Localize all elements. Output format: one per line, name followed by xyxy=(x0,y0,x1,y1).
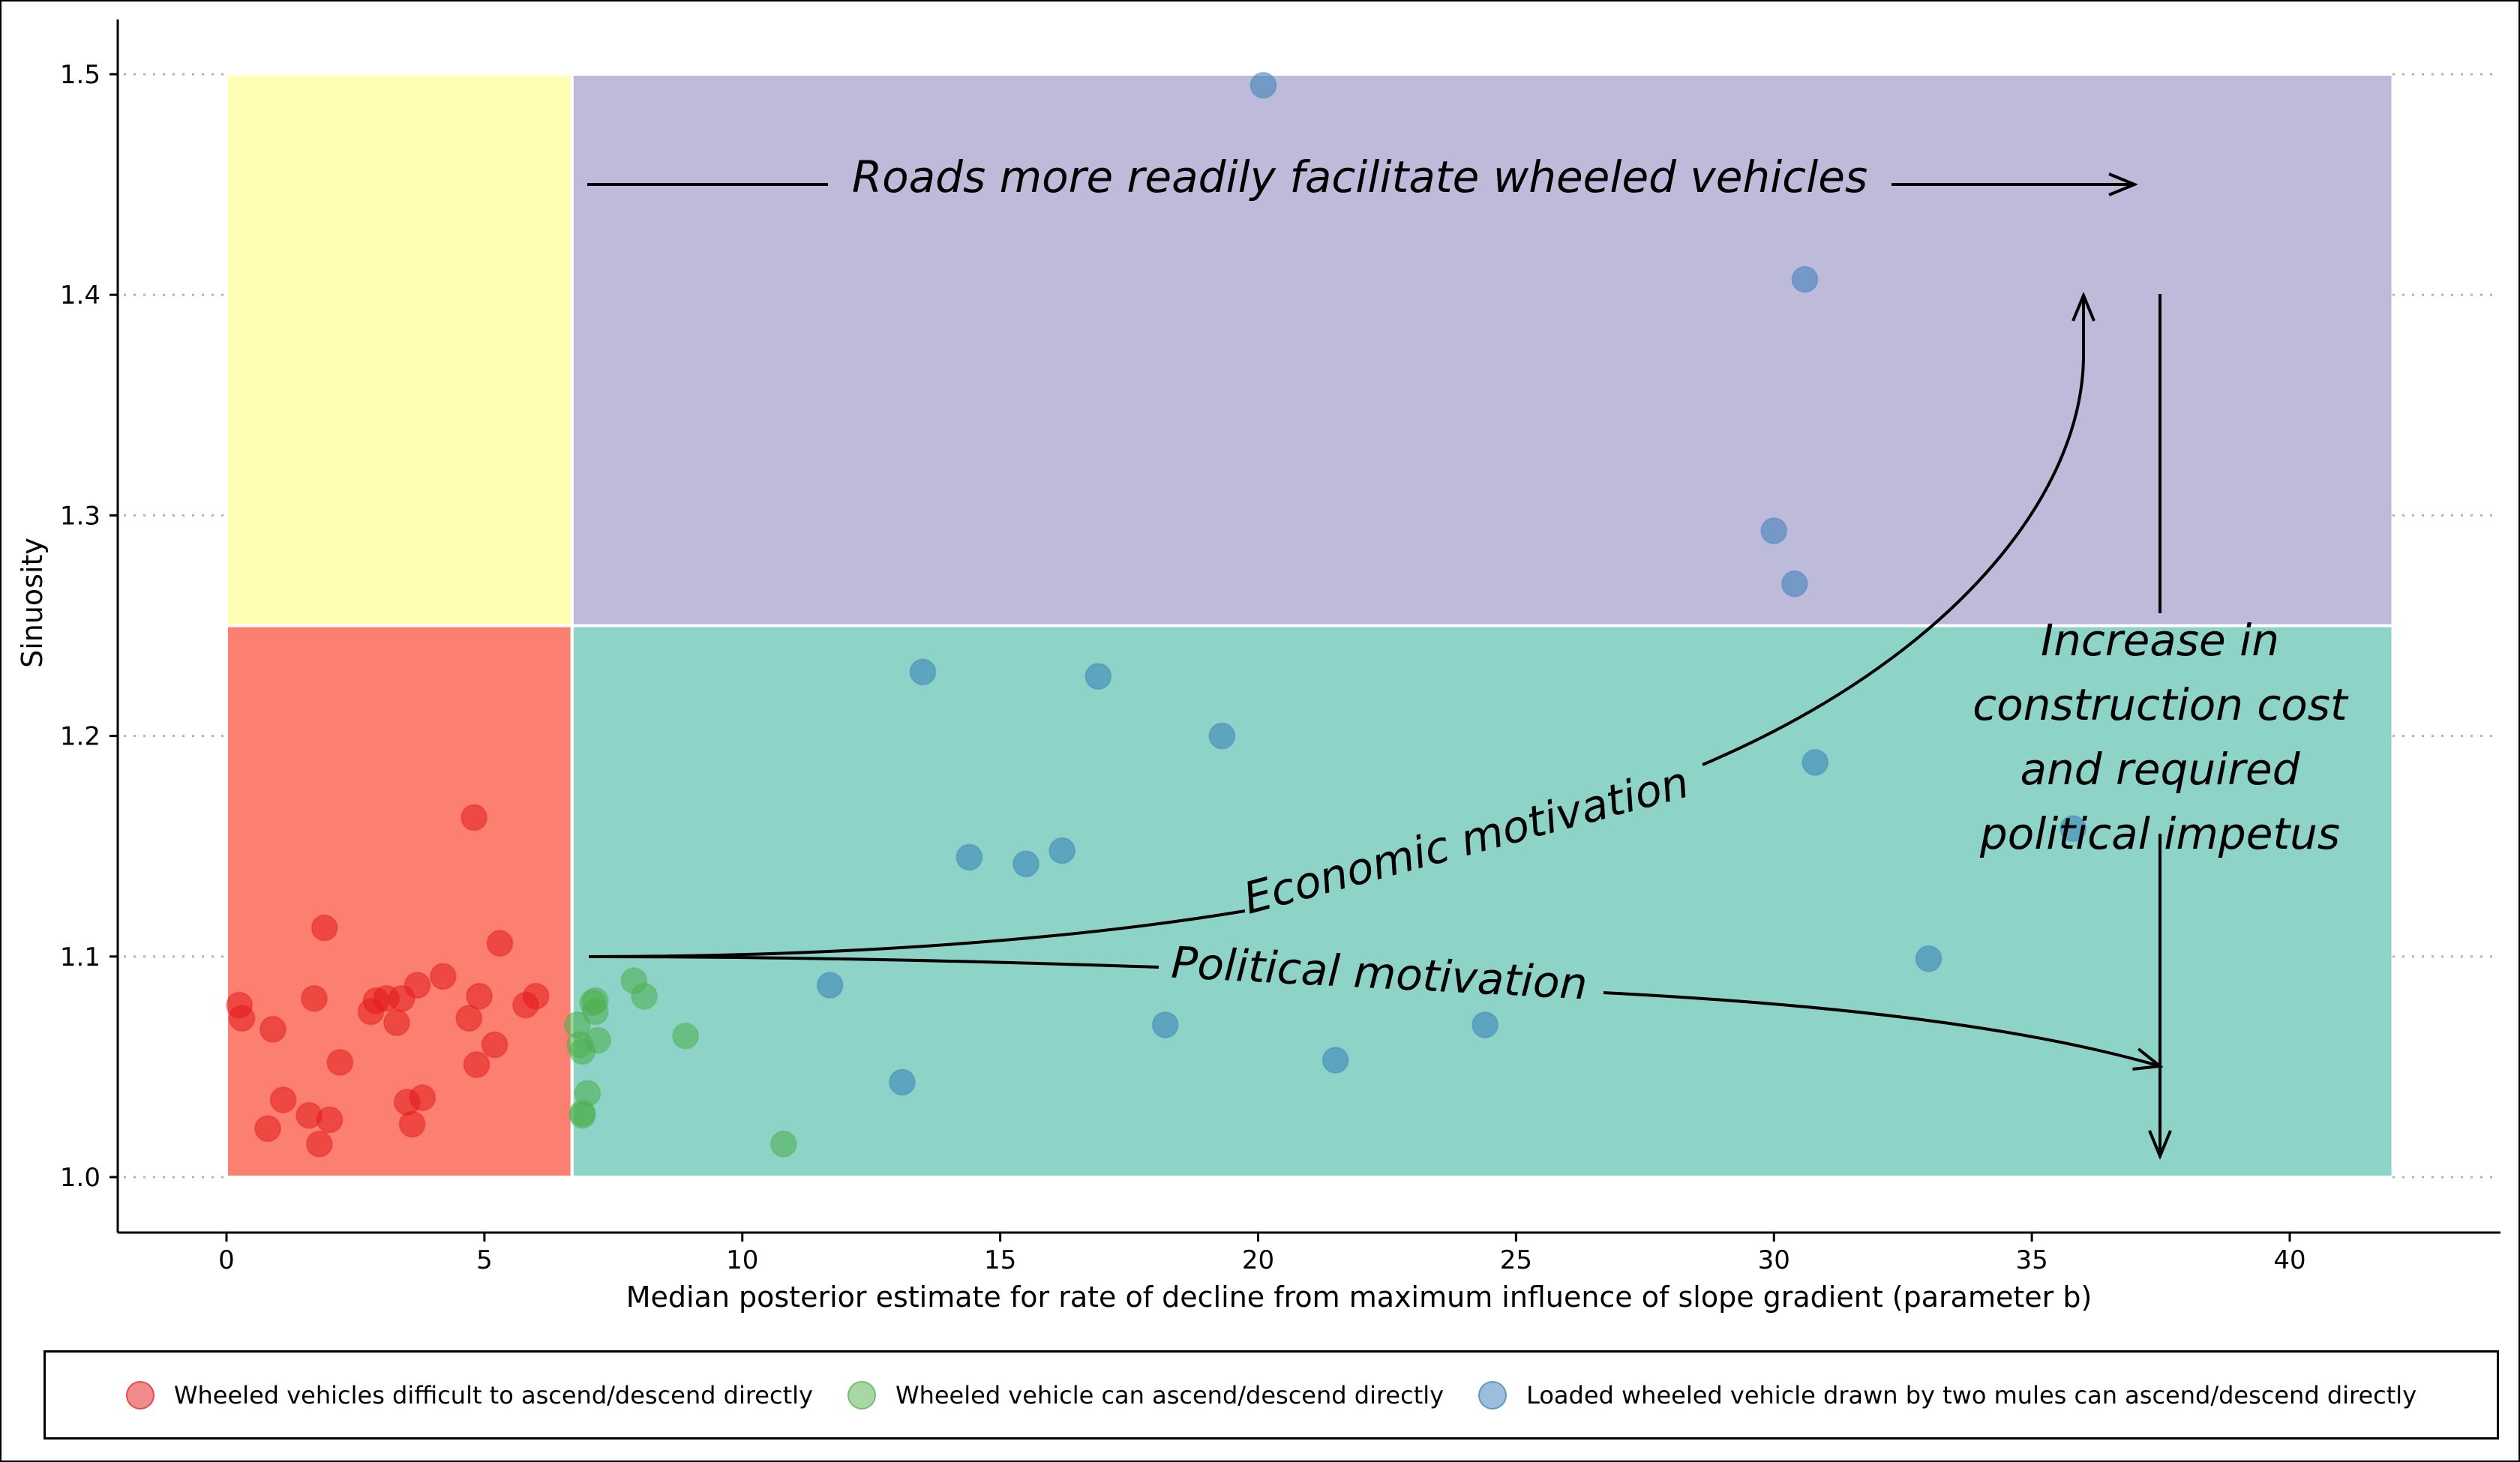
data-point-series-1 xyxy=(574,1080,602,1107)
data-point-series-1 xyxy=(568,1101,596,1129)
data-point-series-0 xyxy=(310,914,338,942)
data-point-series-0 xyxy=(465,982,493,1010)
cost-annotation-line1: Increase in xyxy=(2041,615,2279,666)
data-point-series-2 xyxy=(1012,850,1040,878)
y-tick-label: 1.5 xyxy=(60,60,100,90)
legend-item-two-mules: Loaded wheeled vehicle drawn by two mule… xyxy=(1478,1380,2417,1410)
data-point-series-0 xyxy=(316,1106,344,1134)
data-point-series-0 xyxy=(404,972,431,999)
data-point-series-0 xyxy=(429,963,457,990)
x-tick-label: 40 xyxy=(2273,1245,2306,1275)
data-point-series-2 xyxy=(956,843,983,871)
data-point-series-2 xyxy=(1760,517,1788,544)
data-point-series-2 xyxy=(1802,748,1829,776)
data-point-series-0 xyxy=(486,930,514,957)
y-axis-title: Sinuosity xyxy=(16,538,49,668)
data-point-series-2 xyxy=(909,658,937,686)
y-tick-label: 1.1 xyxy=(60,942,100,972)
legend-item-can-ascend: Wheeled vehicle can ascend/descend direc… xyxy=(847,1380,1444,1410)
x-tick-label: 5 xyxy=(476,1245,493,1275)
data-point-series-2 xyxy=(1084,663,1112,691)
legend: Wheeled vehicles difficult to ascend/des… xyxy=(44,1350,2499,1440)
x-tick-label: 25 xyxy=(1500,1245,1532,1275)
y-ticks: 1.0 1.1 1.2 1.3 1.4 1.5 xyxy=(60,60,118,1193)
political-motivation-curve-left xyxy=(588,955,1160,969)
data-point-series-2 xyxy=(1472,1011,1499,1039)
y-tick-label: 1.4 xyxy=(60,280,100,310)
data-point-series-2 xyxy=(888,1068,916,1096)
data-point-series-0 xyxy=(481,1031,508,1059)
legend-red-dot-icon xyxy=(125,1380,154,1410)
x-tick-label: 15 xyxy=(984,1245,1016,1275)
annotations: Roads more readily facilitate wheeled ve… xyxy=(587,151,2349,1156)
region-upper-right xyxy=(570,73,2395,628)
political-motivation-curve-right xyxy=(1603,991,2160,1066)
data-point-series-0 xyxy=(382,1009,410,1037)
x-ticks: 0 5 10 15 20 25 30 35 40 xyxy=(218,1233,2306,1275)
legend-blue-dot-icon xyxy=(1478,1380,1508,1410)
data-point-series-0 xyxy=(463,1050,490,1078)
legend-label-two-mules: Loaded wheeled vehicle drawn by two mule… xyxy=(1526,1380,2417,1410)
data-point-series-0 xyxy=(305,1130,333,1158)
data-point-series-2 xyxy=(1048,837,1076,864)
x-tick-label: 0 xyxy=(218,1245,235,1275)
data-point-series-1 xyxy=(584,1026,612,1054)
axes xyxy=(116,19,2500,1234)
data-point-series-0 xyxy=(460,804,488,831)
y-tick-label: 1.2 xyxy=(60,722,100,752)
y-tick-label: 1.3 xyxy=(60,501,100,531)
x-tick-label: 20 xyxy=(1242,1245,1274,1275)
data-point-series-1 xyxy=(770,1130,797,1158)
legend-label-can-ascend: Wheeled vehicle can ascend/descend direc… xyxy=(895,1380,1444,1410)
data-point-series-2 xyxy=(1915,945,1942,972)
data-point-series-0 xyxy=(522,982,550,1010)
data-point-series-0 xyxy=(455,1005,483,1032)
data-points xyxy=(226,71,2087,1158)
cost-annotation-line2: construction cost xyxy=(1972,679,2349,730)
data-point-series-2 xyxy=(1208,722,1236,750)
region-upper-left xyxy=(225,73,574,628)
data-point-series-2 xyxy=(1780,570,1808,598)
x-axis-title: Median posterior estimate for rate of de… xyxy=(626,1281,2092,1314)
cost-annotation-line4: political impetus xyxy=(1979,808,2340,859)
data-point-series-0 xyxy=(300,984,328,1012)
data-point-series-0 xyxy=(326,1049,354,1077)
data-point-series-0 xyxy=(259,1015,286,1043)
data-point-series-0 xyxy=(254,1115,282,1143)
data-point-series-1 xyxy=(631,982,658,1010)
data-point-series-2 xyxy=(1151,1011,1179,1039)
legend-label-difficult: Wheeled vehicles difficult to ascend/des… xyxy=(173,1380,813,1410)
data-point-series-0 xyxy=(409,1084,436,1112)
data-point-series-2 xyxy=(816,972,844,999)
data-point-series-0 xyxy=(228,1005,256,1032)
data-point-series-2 xyxy=(1791,265,1819,293)
legend-item-difficult: Wheeled vehicles difficult to ascend/des… xyxy=(125,1380,813,1410)
data-point-series-2 xyxy=(1250,71,1277,99)
data-point-series-1 xyxy=(672,1022,700,1050)
data-point-series-0 xyxy=(269,1086,297,1114)
y-tick-label: 1.0 xyxy=(60,1163,100,1193)
legend-green-dot-icon xyxy=(847,1380,876,1410)
data-point-series-2 xyxy=(2060,815,2087,843)
gridlines xyxy=(124,73,2498,1179)
economic-motivation-curve xyxy=(588,295,2084,958)
background-regions xyxy=(225,73,2395,1179)
x-tick-label: 35 xyxy=(2015,1245,2048,1275)
x-tick-label: 30 xyxy=(1758,1245,1790,1275)
data-point-series-2 xyxy=(1322,1047,1349,1074)
data-point-series-0 xyxy=(398,1110,426,1138)
cost-annotation-line3: and required xyxy=(2020,744,2300,795)
x-tick-label: 10 xyxy=(726,1245,758,1275)
data-point-series-1 xyxy=(581,987,609,1014)
roads-annotation: Roads more readily facilitate wheeled ve… xyxy=(852,151,1868,202)
